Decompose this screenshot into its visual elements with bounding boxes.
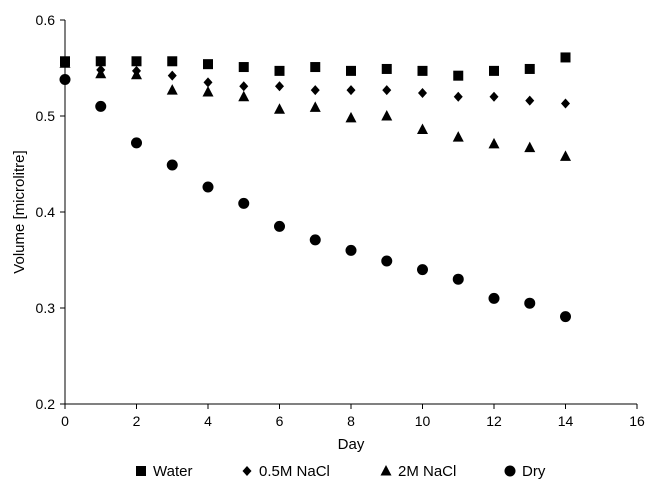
y-axis-title: Volume [microlitre]: [11, 150, 28, 273]
data-point-diamond: [418, 87, 427, 98]
data-point-diamond: [561, 98, 570, 109]
data-point-square: [95, 56, 106, 67]
y-tick-label: 0.2: [36, 396, 56, 412]
data-point-circle: [524, 297, 536, 309]
data-point-square: [346, 65, 356, 76]
data-point-circle: [345, 244, 357, 256]
x-tick-label: 14: [558, 413, 574, 429]
x-tick-label: 6: [276, 413, 284, 429]
data-point-circle: [59, 74, 71, 86]
data-point-circle: [488, 292, 500, 304]
x-tick-label: 8: [347, 413, 355, 429]
legend-label: Dry: [522, 463, 546, 480]
legend-marker-diamond: [242, 466, 252, 476]
x-axis-title: Day: [338, 436, 365, 453]
series-triangle: [59, 57, 571, 161]
data-point-square: [560, 52, 571, 63]
data-point-diamond: [346, 85, 356, 96]
y-tick-label: 0.3: [36, 300, 56, 316]
data-point-circle: [274, 220, 285, 232]
legend-label: 0.5M NaCl: [259, 463, 330, 480]
data-point-diamond: [167, 70, 177, 81]
data-point-square: [203, 59, 213, 70]
legend-marker-triangle: [380, 465, 392, 476]
data-point-circle: [560, 311, 571, 323]
data-point-square: [489, 65, 499, 76]
legend: Water 0.5M NaCl 2M NaCl Dry: [136, 463, 546, 480]
data-point-circle: [381, 255, 393, 267]
data-point-square: [238, 62, 249, 73]
x-tick-label: 4: [204, 413, 212, 429]
data-point-square: [524, 63, 535, 74]
data-point-triangle: [345, 111, 357, 123]
data-point-square: [274, 65, 285, 76]
data-point-triangle: [381, 110, 393, 121]
tick-labels: 0 2 4 6 8 10 12 14 16 0.2 0.3 0.4 0.5 0.6: [36, 12, 645, 429]
data-point-circle: [166, 159, 178, 171]
data-point-square: [167, 56, 178, 67]
data-point-circle: [95, 100, 107, 112]
data-point-square: [131, 56, 142, 67]
data-point-triangle: [238, 90, 250, 102]
data-point-square: [453, 70, 464, 81]
data-point-square: [310, 62, 321, 73]
data-point-triangle: [59, 57, 71, 68]
data-point-diamond: [525, 95, 535, 106]
data-point-circle: [309, 234, 321, 246]
data-point-diamond: [239, 81, 249, 92]
legend-item: 0.5M NaCl: [242, 463, 330, 480]
legend-label: 2M NaCl: [398, 463, 456, 480]
legend-item: Dry: [504, 463, 546, 480]
data-point-circle: [238, 197, 250, 209]
data-point-triangle: [274, 103, 285, 114]
data-point-diamond: [382, 85, 392, 96]
data-point-square: [417, 65, 428, 76]
data-point-diamond: [489, 91, 499, 102]
y-tick-label: 0.4: [36, 204, 56, 220]
data-points: [59, 52, 571, 323]
data-point-triangle: [417, 123, 428, 134]
x-tick-label: 12: [486, 413, 502, 429]
data-point-triangle: [95, 67, 107, 79]
x-tick-label: 0: [61, 413, 69, 429]
axes: [60, 19, 638, 409]
legend-marker-circle: [504, 465, 516, 477]
x-tick-label: 10: [415, 413, 431, 429]
y-tick-label: 0.5: [36, 108, 56, 124]
data-point-diamond: [453, 91, 463, 102]
data-point-triangle: [560, 150, 571, 161]
data-point-square: [381, 63, 392, 74]
legend-item: Water: [136, 463, 192, 480]
legend-item: 2M NaCl: [380, 463, 456, 480]
data-point-triangle: [166, 84, 178, 95]
data-point-diamond: [203, 77, 213, 88]
data-point-triangle: [452, 131, 464, 142]
data-point-circle: [202, 181, 214, 193]
data-point-diamond: [310, 85, 320, 96]
data-point-triangle: [131, 68, 142, 80]
y-tick-label: 0.6: [36, 12, 56, 28]
data-point-diamond: [275, 81, 284, 92]
data-point-circle: [131, 137, 142, 149]
data-point-circle: [417, 264, 428, 276]
data-point-circle: [452, 273, 464, 285]
data-point-triangle: [488, 137, 500, 149]
x-tick-label: 2: [133, 413, 141, 429]
data-point-triangle: [202, 86, 214, 97]
legend-marker-square: [136, 466, 146, 476]
legend-label: Water: [153, 463, 192, 480]
data-point-triangle: [309, 101, 321, 112]
series-circle: [59, 74, 571, 323]
x-tick-label: 16: [629, 413, 645, 429]
data-point-triangle: [524, 141, 536, 153]
